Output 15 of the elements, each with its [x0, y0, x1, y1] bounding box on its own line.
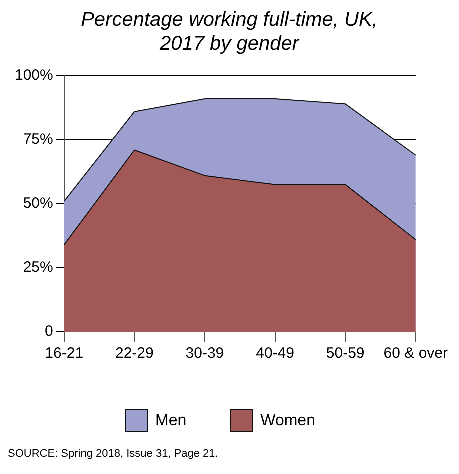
y-tick-label: 100% — [14, 67, 54, 84]
legend-label: Women — [260, 412, 316, 430]
x-tick-label: 22-29 — [115, 345, 154, 362]
x-tick-label: 40-49 — [256, 345, 294, 362]
x-tick-label: 16-21 — [45, 345, 84, 362]
source-note: SOURCE: Spring 2018, Issue 31, Page 21. — [8, 448, 220, 460]
legend-label: Men — [156, 412, 187, 430]
x-tick-label: 50-59 — [326, 345, 365, 362]
y-tick-label: 0 — [45, 323, 54, 340]
y-tick-label: 50% — [23, 195, 54, 212]
x-tick-label: 60 & over — [384, 345, 448, 362]
x-tick-label: 30-39 — [186, 345, 224, 362]
chart-title: Percentage working full-time, UK, 2017 by gender — [80, 8, 379, 56]
y-tick-label: 75% — [23, 131, 54, 148]
y-tick-label: 25% — [23, 259, 54, 276]
